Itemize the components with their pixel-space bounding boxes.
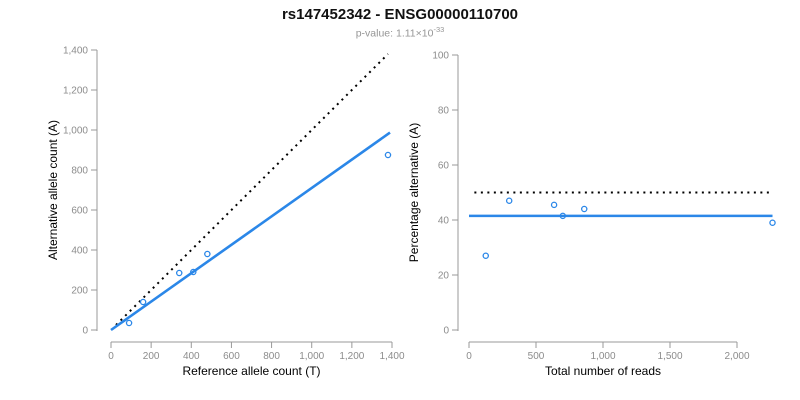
data-point xyxy=(482,252,489,259)
p-value-exponent: -33 xyxy=(433,25,445,34)
x-tick-label: 1,000 xyxy=(299,351,324,362)
y-tick-label: 60 xyxy=(438,161,450,172)
x-tick-label: 1,500 xyxy=(657,351,682,362)
x-tick-label: 400 xyxy=(183,351,200,362)
x-tick-label: 1,400 xyxy=(379,351,404,362)
data-point xyxy=(769,219,776,226)
data-point xyxy=(550,201,558,209)
y-tick-label: 80 xyxy=(438,106,450,117)
right-scatter-plot: 0 20 40 60 80 100 0 500 1,000 1,500 2,000 Total num… xyxy=(407,51,776,378)
x-tick-label: 0 xyxy=(108,351,114,362)
x-tick-label: 2,000 xyxy=(724,351,749,362)
data-point xyxy=(559,212,567,220)
y-tick-label: 600 xyxy=(71,206,88,217)
left-scatter-plot: 0 200 400 600 800 1,000 1,200 1,400 0 200 400 600 80… xyxy=(46,46,405,379)
y-tick-label: 100 xyxy=(432,51,449,62)
data-point xyxy=(139,298,147,306)
y-tick-label: 1,000 xyxy=(63,126,88,137)
x-tick-label: 500 xyxy=(528,351,545,362)
y-tick-label: 1,400 xyxy=(63,46,88,57)
data-point xyxy=(125,319,133,327)
y-axis-title: Alternative allele count (A) xyxy=(46,120,60,260)
x-tick-label: 0 xyxy=(466,351,472,362)
y-tick-label: 1,200 xyxy=(63,86,88,97)
data-point xyxy=(580,205,588,213)
y-tick-label: 800 xyxy=(71,166,88,177)
x-tick-label: 1,200 xyxy=(339,351,364,362)
y-tick-label: 20 xyxy=(438,271,450,282)
p-value-text: p-value: 1.11×10 xyxy=(355,27,434,40)
p-value-subtitle: p-value: 1.11×10-33 xyxy=(0,25,800,40)
fit-line xyxy=(110,131,391,332)
data-point xyxy=(505,197,513,204)
x-tick-label: 600 xyxy=(223,351,240,362)
y-tick-label: 200 xyxy=(71,286,88,297)
y-tick-label: 40 xyxy=(438,216,450,227)
x-tick-label: 200 xyxy=(143,351,160,362)
x-axis-title: Reference allele count (T) xyxy=(182,364,320,378)
y-tick-label: 0 xyxy=(82,326,88,337)
data-point xyxy=(190,268,197,276)
identity-line xyxy=(115,53,389,326)
x-tick-label: 1,000 xyxy=(590,351,615,362)
data-point xyxy=(175,269,183,277)
data-point xyxy=(384,151,392,159)
y-tick-label: 400 xyxy=(71,246,88,257)
y-tick-label: 0 xyxy=(443,326,449,337)
chart-title: rs147452342 - ENSG00000110700 xyxy=(281,6,519,23)
data-point xyxy=(204,250,211,258)
x-tick-label: 800 xyxy=(263,351,280,362)
x-axis-title: Total number of reads xyxy=(545,364,661,378)
y-axis-title: Percentage alternative (A) xyxy=(407,123,421,262)
